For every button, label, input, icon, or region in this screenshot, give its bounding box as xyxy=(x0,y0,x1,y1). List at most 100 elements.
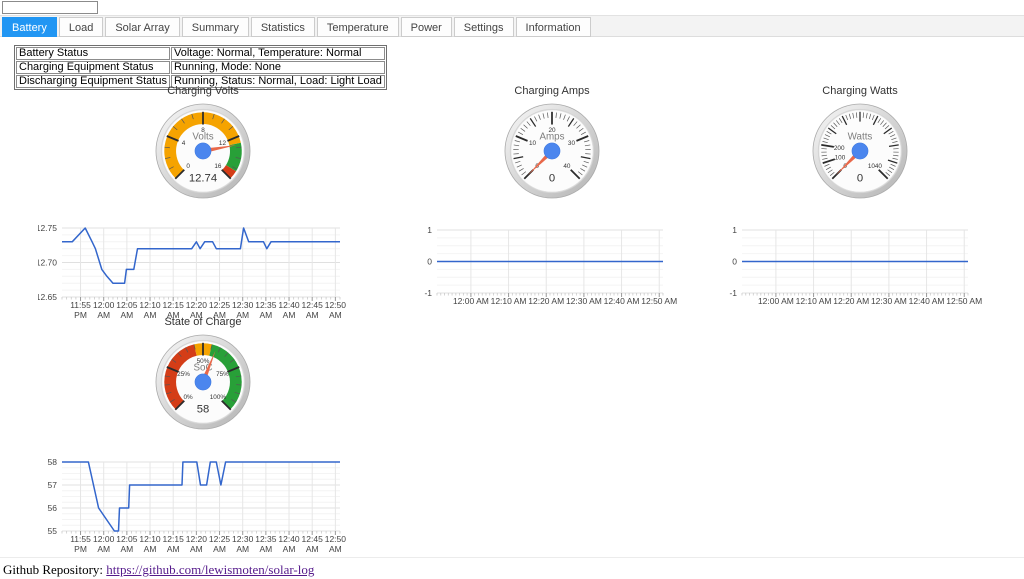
svg-text:12:40: 12:40 xyxy=(278,300,300,310)
svg-text:AM: AM xyxy=(167,544,180,554)
svg-text:AM: AM xyxy=(97,544,110,554)
svg-text:AM: AM xyxy=(144,544,157,554)
charging-volts-gauge-svg: 0 4 8 12 16 Volts 12.74 xyxy=(155,103,251,199)
svg-text:12:10: 12:10 xyxy=(139,300,161,310)
svg-text:12:40: 12:40 xyxy=(278,534,300,544)
svg-text:12:25: 12:25 xyxy=(209,300,231,310)
svg-text:25%: 25% xyxy=(177,371,190,378)
tab-information[interactable]: Information xyxy=(515,17,591,37)
status-value: Running, Mode: None xyxy=(170,61,385,74)
github-repo-link[interactable]: https://github.com/lewismoten/solar-log xyxy=(106,562,315,577)
svg-text:AM: AM xyxy=(213,310,226,320)
svg-text:12:10 AM: 12:10 AM xyxy=(491,296,527,306)
svg-text:12:15: 12:15 xyxy=(163,300,185,310)
svg-text:0: 0 xyxy=(732,257,737,267)
tab-solar-array[interactable]: Solar Array xyxy=(105,17,180,37)
state-of-charge-unit-label: SoC xyxy=(193,363,212,374)
state-of-charge-gauge: 0% 25% 50% 75% 100% SoC 58 xyxy=(138,333,268,431)
charging-watts-value: 0 xyxy=(857,172,863,184)
svg-text:30: 30 xyxy=(568,140,576,147)
charging-amps-history-chart: -1 0 1 12:00 AM 12:10 AM 12:20 AM 12:30 AM 12:4… xyxy=(416,222,682,311)
charging-amps-gauge-svg: 010203040Amps0 xyxy=(504,103,600,199)
top-text-input[interactable] xyxy=(2,1,98,14)
svg-text:57: 57 xyxy=(48,480,58,490)
svg-text:12:30: 12:30 xyxy=(232,534,254,544)
svg-text:AM: AM xyxy=(190,544,203,554)
tab-load[interactable]: Load xyxy=(58,17,104,37)
svg-text:AM: AM xyxy=(120,544,133,554)
tab-summary[interactable]: Summary xyxy=(181,17,249,37)
status-row: Charging Equipment Status Running, Mode: … xyxy=(16,61,385,74)
svg-text:AM: AM xyxy=(283,310,296,320)
tab-settings[interactable]: Settings xyxy=(453,17,514,37)
svg-text:-1: -1 xyxy=(424,288,432,298)
svg-text:0: 0 xyxy=(427,257,432,267)
charging-amps-hub xyxy=(543,142,561,160)
svg-text:12:05: 12:05 xyxy=(116,534,138,544)
svg-text:10: 10 xyxy=(529,140,537,147)
svg-text:20: 20 xyxy=(548,127,556,134)
svg-text:12.65: 12.65 xyxy=(38,292,57,302)
watts-history-chart-svg: -1 0 1 12:00 AM 12:10 AM 12:20 AM 12:30 AM 12:4… xyxy=(729,225,982,306)
svg-text:12:50 AM: 12:50 AM xyxy=(641,296,677,306)
tab-power[interactable]: Power xyxy=(400,17,452,37)
svg-text:12:50: 12:50 xyxy=(325,534,347,544)
svg-text:12:45: 12:45 xyxy=(302,300,324,310)
svg-text:1: 1 xyxy=(427,225,432,235)
svg-text:1: 1 xyxy=(732,225,737,235)
charging-volts-hub xyxy=(194,142,212,160)
svg-text:AM: AM xyxy=(144,310,157,320)
svg-text:12:00 AM: 12:00 AM xyxy=(453,296,489,306)
status-table: Battery Status Voltage: Normal, Temperatu… xyxy=(14,45,387,90)
svg-text:16: 16 xyxy=(214,163,222,170)
volts-history-series-line xyxy=(62,227,340,284)
svg-text:12:00 AM: 12:00 AM xyxy=(758,296,794,306)
svg-text:AM: AM xyxy=(236,310,249,320)
charging-volts-history-chart: 12.65 12.70 12.75 11:55 PM 12:00 AM 12:05 AM 12:1… xyxy=(36,215,360,326)
gauge-title-charging-watts: Charging Watts xyxy=(822,85,898,97)
gauge-title-charging-amps: Charging Amps xyxy=(514,85,590,97)
status-row: Battery Status Voltage: Normal, Temperatu… xyxy=(16,47,385,60)
svg-text:12:15: 12:15 xyxy=(163,534,185,544)
state-of-charge-value: 58 xyxy=(197,403,210,415)
svg-text:50%: 50% xyxy=(197,358,210,365)
svg-text:12:35: 12:35 xyxy=(255,300,277,310)
svg-text:AM: AM xyxy=(329,310,342,320)
svg-text:PM: PM xyxy=(74,310,87,320)
svg-text:AM: AM xyxy=(236,544,249,554)
svg-text:12:35: 12:35 xyxy=(255,534,277,544)
svg-text:12:40 AM: 12:40 AM xyxy=(909,296,945,306)
svg-text:12:30 AM: 12:30 AM xyxy=(566,296,602,306)
charging-watts-gauge-svg: 01002001040Watts0 xyxy=(812,103,908,199)
svg-text:12.70: 12.70 xyxy=(38,258,57,268)
amps-history-chart-svg: -1 0 1 12:00 AM 12:10 AM 12:20 AM 12:30 AM 12:4… xyxy=(424,225,677,306)
tab-statistics[interactable]: Statistics xyxy=(250,17,315,37)
charging-watts-gauge: 01002001040Watts0 xyxy=(795,102,925,200)
status-value: Running, Status: Normal, Load: Light Loa… xyxy=(170,75,385,88)
svg-text:55: 55 xyxy=(48,526,58,536)
soc-history-chart-svg: 5556575811:55PM12:00AM12:05AM12:10AM12:1… xyxy=(48,457,347,554)
charging-amps-value: 0 xyxy=(549,172,555,184)
charging-watts-gauge-group: Charging Watts 01002001040Watts0 xyxy=(795,85,925,200)
svg-text:-1: -1 xyxy=(729,288,737,298)
footer: Github Repository: https://github.com/le… xyxy=(0,557,1024,579)
svg-text:8: 8 xyxy=(201,127,205,134)
tab-temperature[interactable]: Temperature xyxy=(316,17,399,37)
svg-text:58: 58 xyxy=(48,457,58,467)
charging-volts-value: 12.74 xyxy=(189,172,217,184)
status-name: Battery Status xyxy=(16,47,170,60)
svg-text:AM: AM xyxy=(213,544,226,554)
state-of-charge-history-chart: 55 56 57 58 11:55 PM 12:00 AM 12:05 AM 12:10 AM 12:1… xyxy=(38,449,360,560)
svg-text:11:55: 11:55 xyxy=(70,300,91,310)
svg-text:0%: 0% xyxy=(183,394,193,401)
tab-battery[interactable]: Battery xyxy=(2,17,57,37)
svg-text:100: 100 xyxy=(835,155,846,162)
svg-text:AM: AM xyxy=(259,310,272,320)
charging-volts-gauge-group: Charging Volts 0 4 8 12 16 Volts 12.74 xyxy=(138,85,268,200)
svg-text:PM: PM xyxy=(74,544,87,554)
charging-volts-unit-label: Volts xyxy=(192,132,213,143)
svg-text:AM: AM xyxy=(97,310,110,320)
svg-text:12:30 AM: 12:30 AM xyxy=(871,296,907,306)
state-of-charge-hub xyxy=(194,373,212,391)
svg-text:AM: AM xyxy=(329,544,342,554)
